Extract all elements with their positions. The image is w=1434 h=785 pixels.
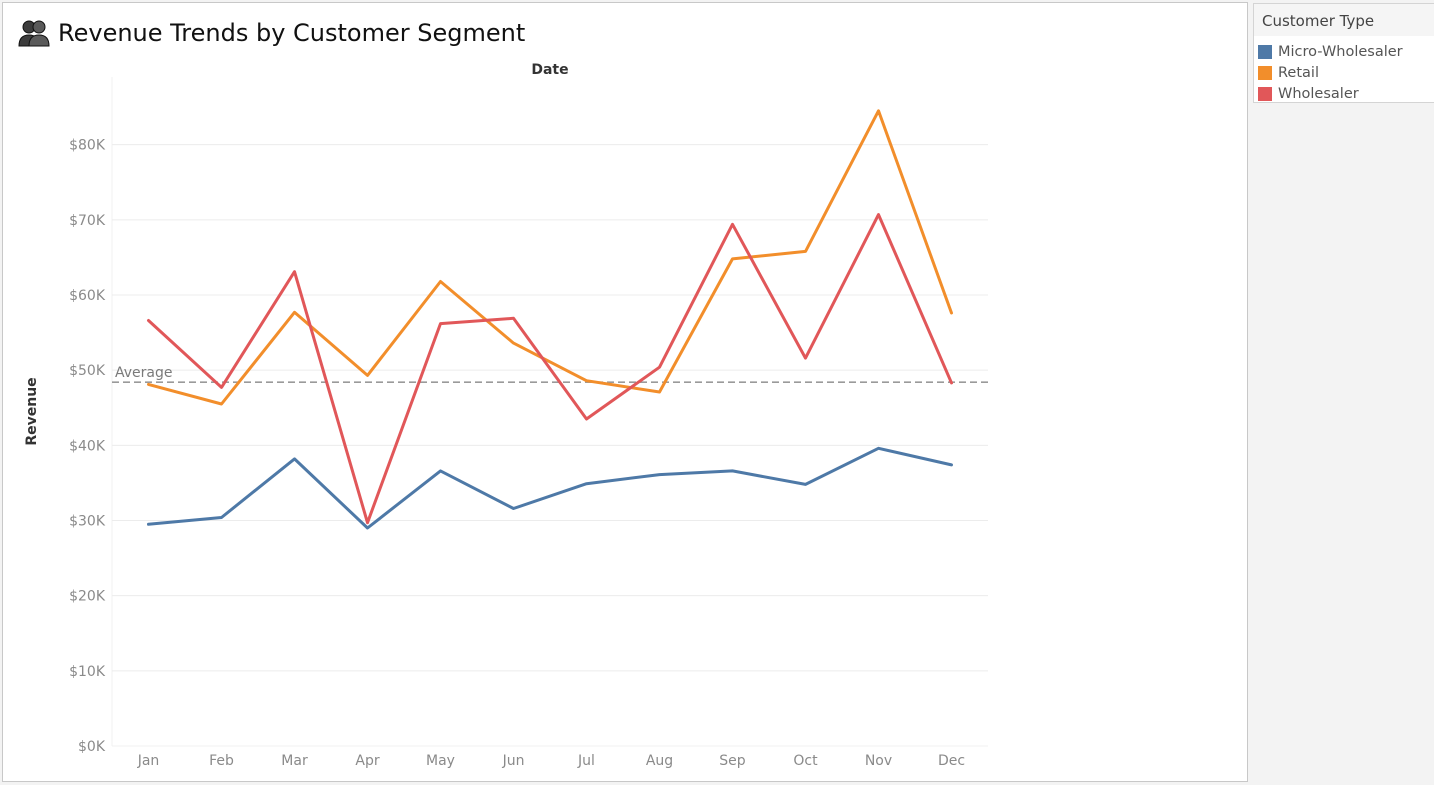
legend-label: Micro-Wholesaler	[1278, 44, 1403, 60]
legend-label: Retail	[1278, 65, 1319, 81]
series-line-micro-wholesaler	[147, 446, 953, 530]
people-icon	[18, 20, 50, 47]
x-tick-label: Apr	[355, 753, 379, 769]
x-tick-label: Sep	[719, 753, 746, 769]
x-tick-label: Dec	[938, 753, 965, 769]
legend-swatch	[1258, 87, 1272, 101]
x-tick-label: Feb	[209, 753, 234, 769]
x-tick-label: Aug	[646, 753, 673, 769]
y-tick-label: $20K	[69, 589, 106, 605]
legend-header: Customer Type	[1254, 4, 1434, 36]
x-tick-label: May	[426, 753, 455, 769]
y-tick-label: $80K	[69, 138, 106, 154]
y-tick-label: $70K	[69, 213, 106, 229]
y-tick-label: $10K	[69, 664, 106, 680]
x-tick-label: Nov	[865, 753, 892, 769]
legend-label: Wholesaler	[1278, 86, 1359, 102]
legend-title: Customer Type	[1262, 12, 1375, 30]
y-axis-title: Revenue	[24, 377, 40, 445]
y-tick-label: $50K	[69, 363, 106, 379]
legend-item-micro-wholesaler[interactable]: Micro-Wholesaler	[1258, 43, 1403, 61]
legend-item-retail[interactable]: Retail	[1258, 64, 1319, 82]
y-tick-label: $60K	[69, 288, 106, 304]
dashboard-header: Revenue Trends by Customer Segment	[18, 16, 525, 50]
x-tick-label: Mar	[281, 753, 308, 769]
y-tick-label: $0K	[78, 739, 106, 755]
y-tick-label: $30K	[69, 513, 106, 529]
x-tick-label: Jul	[577, 753, 595, 769]
average-reference-label: Average	[115, 365, 173, 381]
series-line-retail	[147, 109, 953, 406]
legend: Customer Type Micro-Wholesaler Retail Wh…	[1253, 3, 1434, 103]
page-title: Revenue Trends by Customer Segment	[58, 19, 526, 47]
x-tick-label: Oct	[793, 753, 818, 769]
x-tick-label: Jan	[137, 753, 160, 769]
x-axis-title: Date	[531, 62, 568, 78]
series-line-wholesaler	[147, 213, 953, 525]
legend-swatch	[1258, 45, 1272, 59]
y-tick-label: $40K	[69, 438, 106, 454]
x-tick-label: Jun	[502, 753, 525, 769]
legend-swatch	[1258, 66, 1272, 80]
line-chart: $0K $10K $20K $30K $40K $50K $60K $70K $80K Jan Fe…	[24, 62, 988, 769]
legend-item-wholesaler[interactable]: Wholesaler	[1258, 85, 1359, 103]
